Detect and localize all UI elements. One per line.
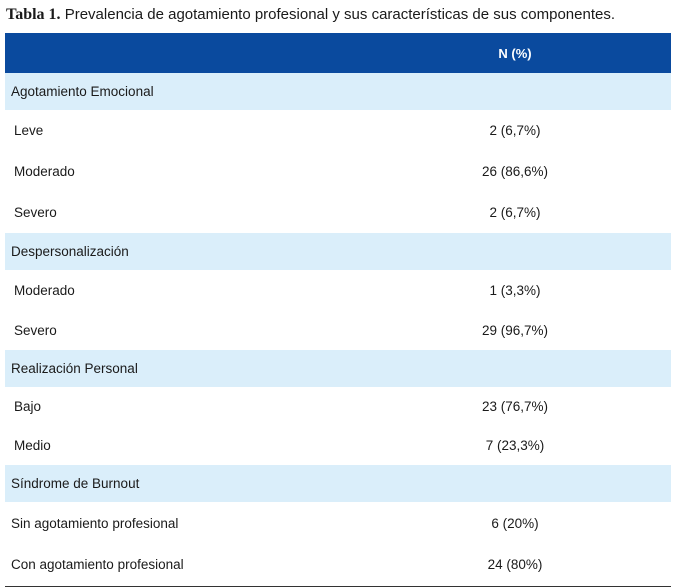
table-caption-lead: Tabla 1. — [6, 6, 61, 23]
table-row: Medio 7 (23,3%) — [5, 426, 671, 465]
table-row: Con agotamiento profesional 24 (80%) — [5, 544, 671, 586]
row-spacer — [630, 192, 671, 233]
table-caption-text: Prevalencia de agotamiento profesional y… — [60, 6, 616, 23]
row-spacer — [630, 544, 671, 586]
row-spacer — [630, 110, 671, 151]
row-label: Leve — [14, 123, 44, 138]
row-value: 6 (20%) — [491, 515, 539, 531]
table-header: N (%) — [5, 33, 671, 73]
row-value: 24 (80%) — [487, 557, 543, 573]
row-value: 29 (96,7%) — [481, 322, 549, 338]
row-spacer — [630, 270, 671, 310]
header-value-cell: N (%) — [498, 45, 532, 61]
header-row: N (%) — [5, 33, 671, 73]
row-spacer — [630, 426, 671, 465]
table-row: Severo 29 (96,7%) — [5, 310, 671, 350]
row-value: 26 (86,6%) — [481, 164, 549, 179]
table-row: Leve 2 (6,7%) — [5, 110, 671, 151]
row-spacer — [630, 387, 671, 426]
table-row: Bajo 23 (76,7%) — [5, 387, 671, 426]
section-row: Realización Personal — [5, 350, 671, 387]
table-body: Agotamiento Emocional Leve 2 (6,7%) Mode… — [5, 73, 671, 586]
header-spacer-cell — [630, 33, 671, 73]
row-label: Con agotamiento profesional — [11, 557, 184, 573]
section-title: Despersonalización — [11, 244, 129, 259]
table-row: Severo 2 (6,7%) — [5, 192, 671, 233]
row-value: 23 (76,7%) — [481, 399, 549, 414]
section-row: Despersonalización — [5, 233, 671, 270]
row-label: Severo — [14, 205, 57, 220]
row-label: Moderado — [14, 282, 75, 298]
row-spacer — [630, 310, 671, 350]
row-label: Medio — [14, 438, 51, 453]
table-row: Moderado 1 (3,3%) — [5, 270, 671, 310]
section-row: Síndrome de Burnout — [5, 465, 671, 502]
table-row: Sin agotamiento profesional 6 (20%) — [5, 502, 671, 544]
row-label: Bajo — [14, 399, 42, 414]
row-spacer — [630, 151, 671, 192]
section-title: Realización Personal — [11, 361, 138, 376]
prevalence-table: N (%) Agotamiento Emocional Leve 2 (6,7%… — [5, 33, 671, 587]
row-spacer — [630, 502, 671, 544]
row-label: Moderado — [14, 164, 75, 179]
section-title: Agotamiento Emocional — [11, 84, 154, 99]
row-value: 2 (6,7%) — [489, 123, 541, 138]
table-caption: Tabla 1. Prevalencia de agotamiento prof… — [6, 4, 670, 28]
row-value: 7 (23,3%) — [485, 438, 545, 453]
section-title: Síndrome de Burnout — [11, 476, 140, 491]
section-row: Agotamiento Emocional — [5, 73, 671, 110]
row-value: 1 (3,3%) — [489, 282, 541, 298]
row-value: 2 (6,7%) — [489, 205, 541, 220]
table-row: Moderado 26 (86,6%) — [5, 151, 671, 192]
row-label: Sin agotamiento profesional — [11, 515, 179, 531]
row-label: Severo — [14, 322, 57, 338]
header-label-cell — [5, 33, 400, 73]
